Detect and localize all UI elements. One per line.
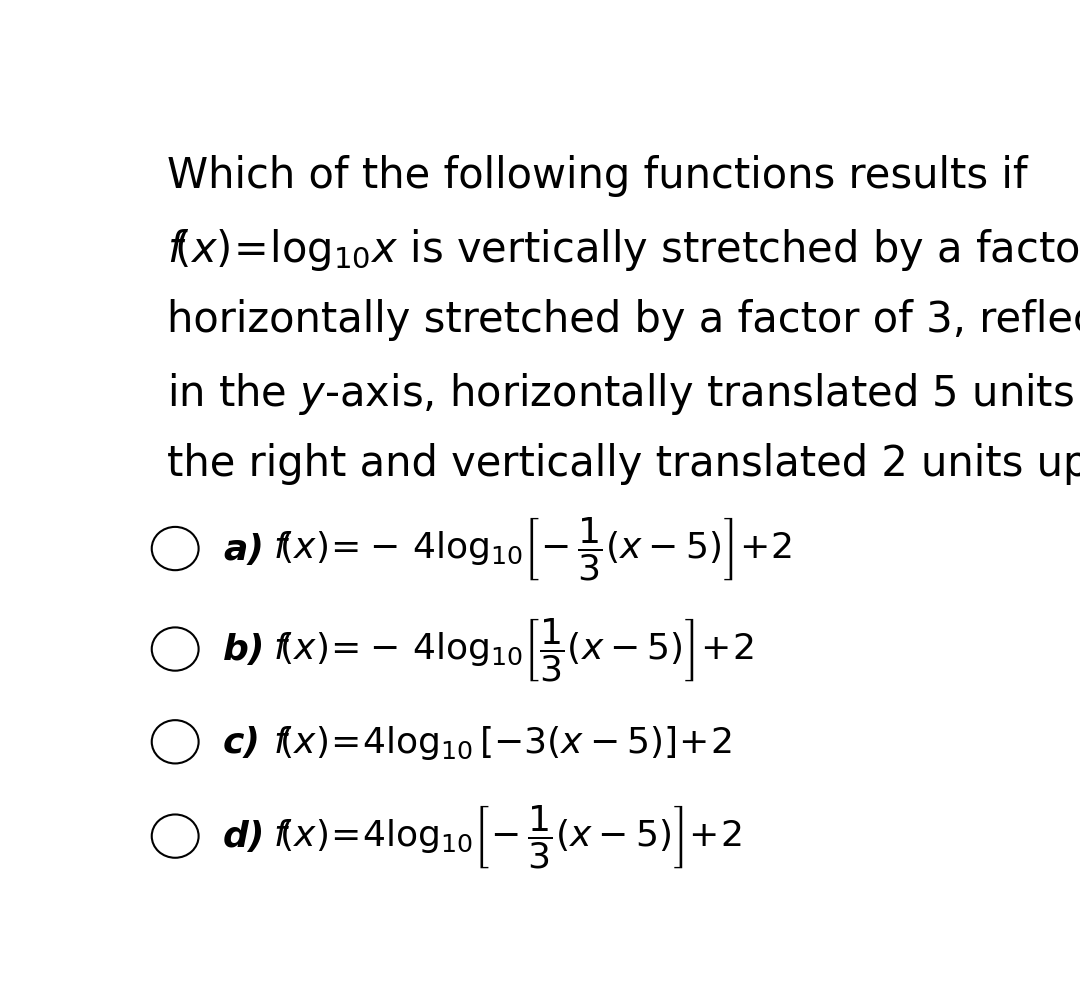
Text: $\mathit{f}\!(\mathit{x})\!=\!4\log_{10}\!\left[\!-\dfrac{1}{3}(x-5)\right]\!+\!: $\mathit{f}\!(\mathit{x})\!=\!4\log_{10}… (273, 802, 742, 870)
Text: $\mathit{f}\!(\mathit{x})\!=\!4\log_{10}[-3(x-5)]\!+\!2$: $\mathit{f}\!(\mathit{x})\!=\!4\log_{10}… (273, 723, 732, 761)
Text: $\mathit{f}\!(\mathit{x})\!=\!\log_{10}\!x$ is vertically stretched by a factor : $\mathit{f}\!(\mathit{x})\!=\!\log_{10}\… (166, 227, 1080, 273)
Text: b): b) (222, 633, 266, 666)
Text: c): c) (222, 725, 260, 759)
Text: horizontally stretched by a factor of 3, reflected: horizontally stretched by a factor of 3,… (166, 299, 1080, 341)
Text: d): d) (222, 819, 266, 854)
Text: $\mathit{f}\!(\mathit{x})\!=\!-\,4\log_{10}\!\left[\!-\dfrac{1}{3}(x-5)\right]\!: $\mathit{f}\!(\mathit{x})\!=\!-\,4\log_{… (273, 516, 792, 583)
Text: Which of the following functions results if: Which of the following functions results… (166, 155, 1027, 197)
Text: in the $y$-axis, horizontally translated 5 units to: in the $y$-axis, horizontally translated… (166, 370, 1080, 416)
Text: $\mathit{f}\!(\mathit{x})\!=\!-\,4\log_{10}\!\left[\dfrac{1}{3}(x-5)\right]\!+\!: $\mathit{f}\!(\mathit{x})\!=\!-\,4\log_{… (273, 616, 754, 683)
Text: the right and vertically translated 2 units up?: the right and vertically translated 2 un… (166, 442, 1080, 484)
Text: a): a) (222, 532, 264, 566)
